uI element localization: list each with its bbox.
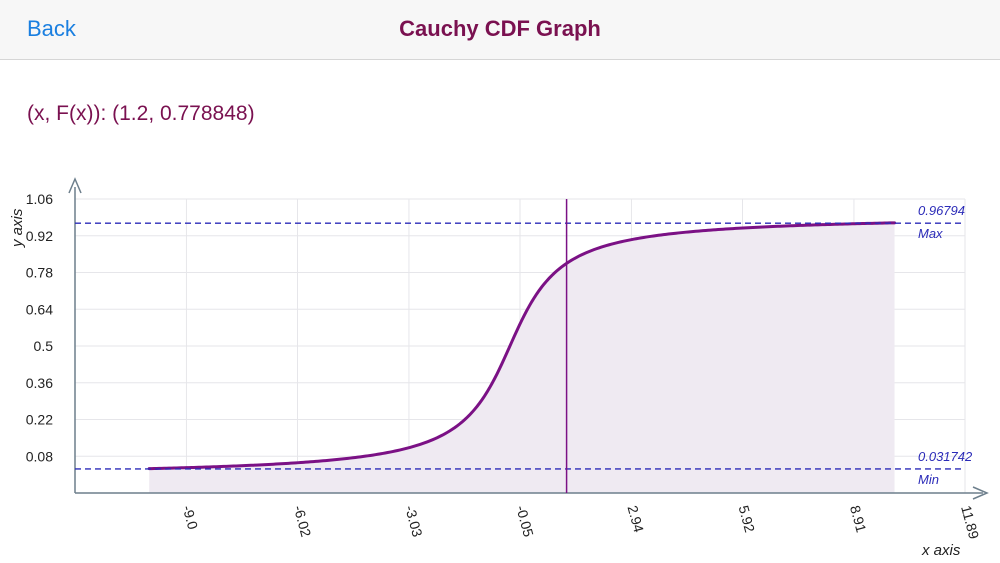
min-line-value-label: 0.031742 xyxy=(918,449,973,464)
x-axis-arrow-icon xyxy=(972,486,989,500)
x-tick-label: -3.03 xyxy=(402,504,426,539)
y-tick-label: 1.06 xyxy=(26,191,53,207)
x-tick-label: 11.89 xyxy=(958,504,982,541)
y-tick-label: 0.08 xyxy=(26,448,53,464)
y-axis-title: y axis xyxy=(9,208,26,248)
y-axis-arrow-icon xyxy=(68,177,82,194)
min-line-tag: Min xyxy=(918,472,939,487)
page-title: Cauchy CDF Graph xyxy=(399,16,601,41)
y-tick-label: 0.78 xyxy=(26,265,53,281)
x-tick-label: -0.05 xyxy=(513,504,537,539)
y-tick-label: 0.5 xyxy=(34,338,54,354)
x-tick-label: 2.94 xyxy=(625,504,648,535)
x-tick-label: 8.91 xyxy=(847,504,870,535)
cdf-curve xyxy=(147,221,897,471)
coordinate-readout: (x, F(x)): (1.2, 0.778848) xyxy=(27,102,255,125)
x-tick-label: -9.0 xyxy=(180,504,202,532)
y-tick-label: 0.92 xyxy=(26,228,53,244)
back-button[interactable]: Back xyxy=(27,16,76,41)
cdf-chart[interactable]: 0.96794 Max 0.031742 Min 0.08 0.22 0.36 0.5 0.64… xyxy=(0,160,1000,563)
y-tick-label: 0.64 xyxy=(26,301,53,317)
y-tick-label: 0.22 xyxy=(26,412,53,428)
max-line-value-label: 0.96794 xyxy=(918,203,965,218)
x-tick-label: -6.02 xyxy=(291,504,315,539)
x-axis-title: x axis xyxy=(921,542,961,559)
cdf-area-fill xyxy=(149,222,895,493)
navigation-bar: Back Cauchy CDF Graph xyxy=(0,0,1000,60)
y-tick-label: 0.36 xyxy=(26,375,53,391)
x-tick-label: 5.92 xyxy=(736,504,759,535)
max-line-tag: Max xyxy=(918,226,943,241)
